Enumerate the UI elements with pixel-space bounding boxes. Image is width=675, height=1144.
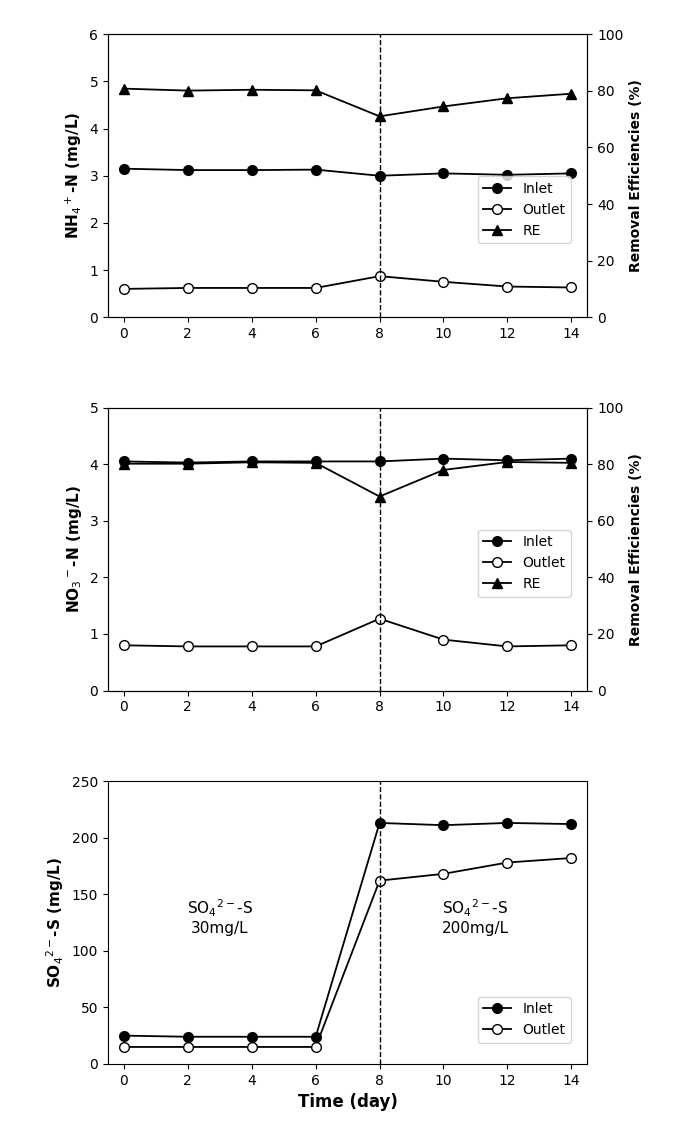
Y-axis label: Removal Efficiencies (%): Removal Efficiencies (%) bbox=[629, 79, 643, 272]
Legend: Inlet, Outlet, RE: Inlet, Outlet, RE bbox=[478, 530, 571, 597]
Y-axis label: Removal Efficiencies (%): Removal Efficiencies (%) bbox=[629, 453, 643, 645]
Y-axis label: NO$_3$$^-$-N (mg/L): NO$_3$$^-$-N (mg/L) bbox=[65, 485, 84, 613]
Y-axis label: NH$_4$$^+$-N (mg/L): NH$_4$$^+$-N (mg/L) bbox=[63, 112, 84, 239]
Text: SO$_4$$^{2-}$-S
30mg/L: SO$_4$$^{2-}$-S 30mg/L bbox=[187, 897, 253, 936]
X-axis label: Time (day): Time (day) bbox=[298, 1094, 398, 1111]
Legend: Inlet, Outlet, RE: Inlet, Outlet, RE bbox=[478, 176, 571, 244]
Legend: Inlet, Outlet: Inlet, Outlet bbox=[478, 996, 571, 1043]
Y-axis label: SO$_4$$^{2-}$-S (mg/L): SO$_4$$^{2-}$-S (mg/L) bbox=[45, 857, 66, 988]
Text: SO$_4$$^{2-}$-S
200mg/L: SO$_4$$^{2-}$-S 200mg/L bbox=[442, 897, 509, 936]
